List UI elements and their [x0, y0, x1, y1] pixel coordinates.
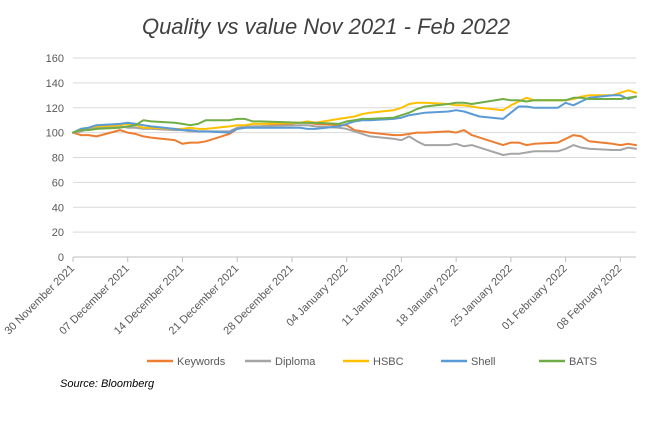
legend-label-bats: BATS [569, 356, 597, 368]
y-tick-label: 0 [58, 252, 64, 264]
legend-label-keywords: Keywords [177, 356, 226, 368]
legend-label-diploma: Diploma [275, 356, 316, 368]
gridlines [73, 57, 636, 258]
series-line-bats [72, 95, 637, 134]
legend-label-shell: Shell [471, 356, 495, 368]
legend-label-hsbc: HSBC [373, 356, 404, 368]
y-tick-label: 80 [52, 153, 64, 165]
y-tick-label: 120 [46, 103, 64, 115]
series-line-shell [72, 94, 637, 134]
y-tick-label: 60 [52, 177, 64, 189]
legend: Keywords Diploma HSBC Shell BATS [147, 356, 597, 368]
y-tick-label: 140 [46, 78, 64, 90]
series-line-keywords [72, 121, 637, 147]
chart-title: Quality vs value Nov 2021 - Feb 2022 [142, 14, 510, 39]
y-tick-label: 40 [52, 202, 64, 214]
series-lines [72, 89, 637, 156]
source-note: Source: Bloomberg [60, 378, 155, 390]
y-tick-label: 160 [46, 53, 64, 65]
y-tick-label: 100 [46, 128, 64, 140]
series-line-diploma [72, 124, 637, 156]
y-axis: 0 20 40 60 80 100 120 140 160 [46, 53, 64, 264]
y-tick-label: 20 [52, 227, 64, 239]
